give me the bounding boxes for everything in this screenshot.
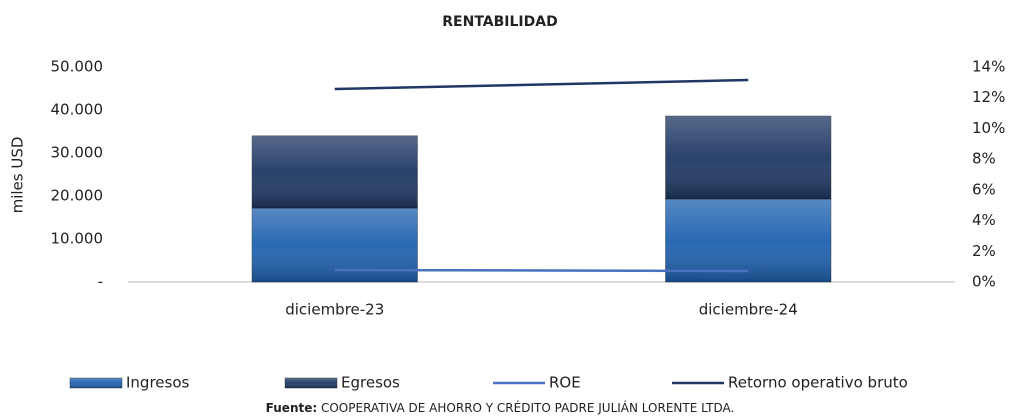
y-axis-label: miles USD xyxy=(9,137,27,214)
y-tick-label: 10.000 xyxy=(51,230,104,248)
x-tick-label: diciembre-23 xyxy=(285,301,384,319)
y-tick-label: 40.000 xyxy=(51,101,104,119)
y-tick-label: 50.000 xyxy=(51,58,104,76)
legend-label: ROE xyxy=(549,374,581,392)
source: Fuente: COOPERATIVA DE AHORRO Y CRÉDITO … xyxy=(266,400,735,415)
y2-tick-label: 8% xyxy=(972,150,996,168)
y2-tick-label: 10% xyxy=(972,119,1005,137)
y2-tick-label: 2% xyxy=(972,242,996,260)
line xyxy=(334,268,749,273)
legend-label: Ingresos xyxy=(126,374,190,392)
chart-title: RENTABILIDAD xyxy=(442,14,557,30)
source-text: COOPERATIVA DE AHORRO Y CRÉDITO PADRE JU… xyxy=(321,400,734,415)
y2-tick-label: 6% xyxy=(972,180,996,198)
bar-shine xyxy=(665,116,831,200)
y2-tick-label: 14% xyxy=(972,58,1005,76)
bar-shine xyxy=(252,135,418,209)
bar-shine xyxy=(665,199,831,282)
source-label: Fuente: xyxy=(266,401,318,415)
y2-tick-label: 12% xyxy=(972,88,1005,106)
line xyxy=(334,78,749,91)
y2-tick-label: 4% xyxy=(972,211,996,229)
y-tick-label: - xyxy=(98,273,103,291)
y-tick-label: 30.000 xyxy=(51,144,104,162)
legend-swatch-shine xyxy=(70,378,122,388)
legend-swatch-shine xyxy=(285,378,337,388)
y-tick-label: 20.000 xyxy=(51,187,104,205)
x-tick-label: diciembre-24 xyxy=(699,301,798,319)
legend-label: Egresos xyxy=(341,374,400,392)
y2-tick-label: 0% xyxy=(972,273,996,291)
legend-label: Retorno operativo bruto xyxy=(728,374,908,392)
